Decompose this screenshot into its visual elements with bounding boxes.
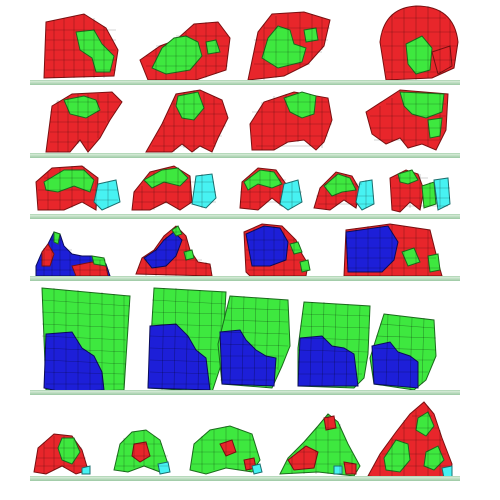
creature-r5-c4 [294, 298, 374, 395]
creature-shape [33, 433, 91, 475]
creature-r2-c3 [244, 88, 336, 159]
creature-r3-c1 [34, 162, 122, 219]
creature-shape [35, 231, 111, 277]
creature-shape [365, 89, 449, 151]
creature-r5-c3 [216, 294, 294, 395]
creature-shape [239, 167, 303, 211]
creature-shape [139, 21, 231, 81]
ground-strip [30, 80, 460, 85]
creature-r5-c2 [142, 284, 228, 399]
creature-r6-c1 [32, 430, 92, 481]
creature-r2-c2 [142, 88, 232, 159]
creature-r2-c1 [40, 88, 126, 159]
row-5 [30, 284, 460, 396]
creature-shape [243, 223, 311, 277]
creature-r3-c5 [388, 164, 454, 219]
ground-strip [30, 390, 460, 395]
creature-r1-c3 [244, 10, 336, 89]
ground-strip [30, 276, 460, 281]
creature-r4-c1 [32, 226, 120, 283]
creature-shape [217, 295, 291, 389]
creature-shape [343, 223, 443, 277]
row-3 [30, 160, 460, 219]
creature-shape [279, 413, 361, 477]
creature-r6-c3 [186, 420, 266, 481]
creature-shape [247, 11, 331, 81]
creature-r4-c4 [342, 222, 452, 283]
creature-shape [131, 165, 217, 211]
creature-shape [313, 171, 375, 211]
creature-r6-c2 [110, 426, 174, 481]
creature-r3-c3 [236, 162, 306, 219]
creature-shape [379, 5, 459, 81]
creature-r3-c4 [312, 166, 378, 219]
creature-shape [35, 165, 121, 211]
row-4 [30, 220, 460, 283]
creature-r5-c5 [368, 310, 440, 397]
row-6 [30, 400, 460, 484]
creature-r6-c4 [278, 408, 364, 483]
creature-r1-c1 [36, 10, 122, 87]
ground-strip [30, 214, 460, 219]
creature-r4-c3 [242, 222, 322, 283]
row-2 [30, 86, 460, 158]
creature-r5-c1 [38, 284, 134, 399]
creature-shape [297, 301, 371, 389]
creature-shape [113, 429, 171, 475]
creature-r1-c2 [136, 16, 234, 89]
creature-r4-c2 [132, 222, 220, 283]
creature-r2-c4 [360, 86, 452, 159]
creature-shape [147, 287, 227, 393]
ground-strip [30, 476, 460, 481]
creature-shape [43, 13, 119, 79]
ground-strip [30, 153, 460, 158]
creature-r6-c5 [366, 400, 456, 487]
creature-shape [41, 287, 131, 393]
creature-shape [135, 225, 213, 277]
creature-shape [249, 91, 333, 151]
row-1 [30, 0, 460, 87]
creature-shape [45, 91, 123, 153]
creature-shape [145, 89, 229, 153]
creature-shape [369, 313, 437, 391]
creature-shape [367, 401, 453, 481]
creature-shape [189, 425, 263, 475]
creature-shape [389, 169, 451, 213]
creature-r3-c2 [130, 162, 220, 219]
creature-r1-c4 [376, 2, 460, 89]
